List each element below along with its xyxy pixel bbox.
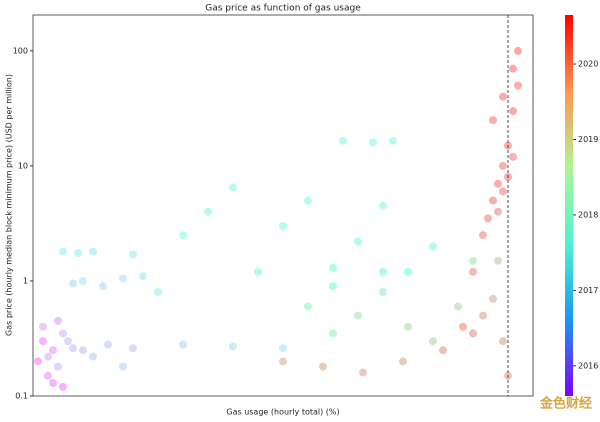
colorbar-tick-label: 2016 [578,361,598,370]
point [489,116,497,125]
point [499,161,507,170]
point [379,201,387,210]
point [54,316,62,325]
point [354,237,362,246]
point [429,337,437,346]
y-tick-label: 0.1 [15,392,28,401]
point [379,267,387,276]
point [404,322,412,331]
point [179,231,187,240]
point [129,250,137,259]
point [79,346,87,355]
watermark: 金色财经 [539,396,592,412]
point [469,256,477,265]
point [49,378,57,387]
point [304,302,312,311]
point [499,187,507,196]
point [279,344,287,353]
point [494,179,502,188]
point [154,288,162,297]
point [79,276,87,285]
point [319,362,327,371]
point [89,247,97,256]
point [354,311,362,320]
point [399,357,407,366]
point [39,322,47,331]
point [74,248,82,257]
plot-frame [32,14,534,397]
point [509,64,517,73]
y-tick-label: 1 [23,276,28,285]
point [69,344,77,353]
point [389,136,397,145]
point [119,274,127,283]
point [499,92,507,101]
point [479,311,487,320]
point [489,294,497,303]
y-tick-label: 100 [13,46,28,55]
point [469,267,477,276]
point [59,329,67,338]
point [204,207,212,216]
point [99,282,107,291]
point [329,329,337,338]
point [359,368,367,377]
y-axis-label: Gas price (hourly median block minimum p… [5,74,14,336]
point [44,352,52,361]
point [59,247,67,256]
point [404,267,412,276]
point [509,107,517,116]
point [339,136,347,145]
point [429,242,437,251]
point [59,382,67,391]
point [49,346,57,355]
chart-title: Gas price as function of gas usage [205,4,361,14]
point [469,329,477,338]
colorbar [565,15,573,396]
point [44,371,52,380]
point [229,342,237,351]
point [279,222,287,231]
point [54,362,62,371]
point [329,263,337,272]
point [454,302,462,311]
colorbar-tick-label: 2020 [578,60,598,69]
x-axis-label: Gas usage (hourly total) (%) [226,408,339,417]
point [484,214,492,223]
point [89,352,97,361]
point [379,288,387,297]
point [369,138,377,147]
point [39,337,47,346]
point [514,81,522,90]
point [254,267,262,276]
colorbar-tick-label: 2017 [578,286,598,295]
point [69,279,77,288]
point [479,231,487,240]
point [129,344,137,353]
point [514,46,522,55]
point [64,337,72,346]
point [459,322,467,331]
point [494,207,502,216]
point [489,196,497,205]
colorbar-tick-label: 2019 [578,135,598,144]
point [304,196,312,205]
point [179,340,187,349]
point [104,340,112,349]
point [439,346,447,355]
point [494,256,502,265]
point [509,152,517,161]
point [139,272,147,281]
point [329,282,337,291]
y-tick-label: 10 [18,161,28,170]
colorbar-tick-label: 2018 [578,210,598,219]
point [34,357,42,366]
point [229,183,237,192]
point [279,357,287,366]
point [499,337,507,346]
point [119,362,127,371]
